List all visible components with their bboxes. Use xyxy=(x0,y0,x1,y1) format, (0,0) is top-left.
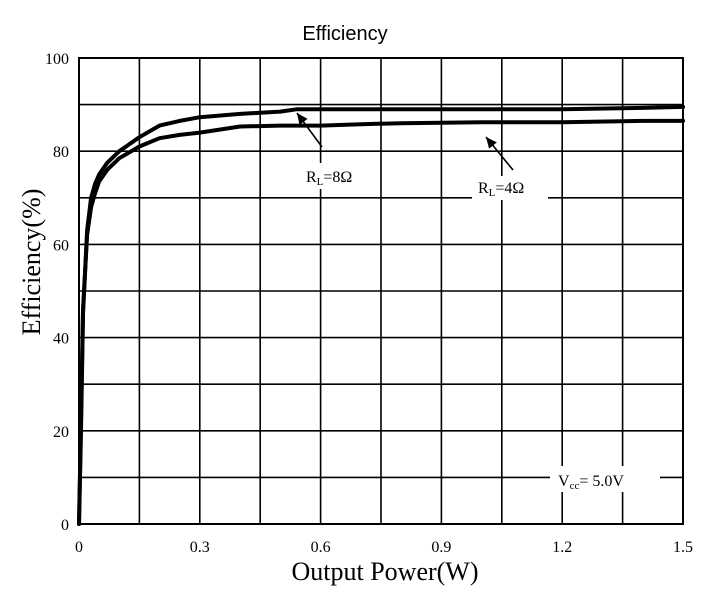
y-tick-label: 100 xyxy=(45,51,69,68)
arrow-head xyxy=(486,137,497,149)
arrow-4ohm xyxy=(485,136,514,171)
tick-layer: 0 0.3 0.6 0.9 1.2 1.5 0 20 40 60 80 100 xyxy=(45,51,693,556)
label-bg-8ohm xyxy=(302,163,372,189)
y-axis-title: Efficiency(%) xyxy=(17,189,46,336)
y-tick-label: 40 xyxy=(53,331,69,348)
x-tick-label: 0.9 xyxy=(431,539,451,556)
series-layer xyxy=(77,104,685,526)
plot-frame xyxy=(78,57,684,525)
y-tick-label: 60 xyxy=(53,237,69,254)
arrow-8ohm xyxy=(296,112,323,148)
annotation-vcc: Vcc= 5.0V xyxy=(558,473,624,492)
series-label-8ohm: RL=8Ω xyxy=(306,169,352,188)
x-tick-label: 0 xyxy=(75,539,83,556)
chart-title: Efficiency xyxy=(302,23,387,45)
y-tick-label: 80 xyxy=(53,144,69,161)
grid-layer xyxy=(78,57,684,525)
label-bg-4ohm xyxy=(472,176,548,200)
x-tick-label: 1.2 xyxy=(552,539,572,556)
x-tick-label: 1.5 xyxy=(673,539,693,556)
y-tick-label: 0 xyxy=(61,517,69,534)
arrow-head xyxy=(297,113,308,125)
series-label-4ohm: RL=4Ω xyxy=(478,180,524,199)
series-line-1 xyxy=(77,118,685,526)
x-tick-label: 0.3 xyxy=(190,539,210,556)
annotation-bg xyxy=(550,466,660,492)
label-layer: RL=8Ω RL=4Ω Vcc= 5.0V xyxy=(296,112,624,492)
x-axis-title: Output Power(W) xyxy=(291,557,478,586)
x-tick-label: 0.6 xyxy=(311,539,331,556)
y-tick-label: 20 xyxy=(53,424,69,441)
